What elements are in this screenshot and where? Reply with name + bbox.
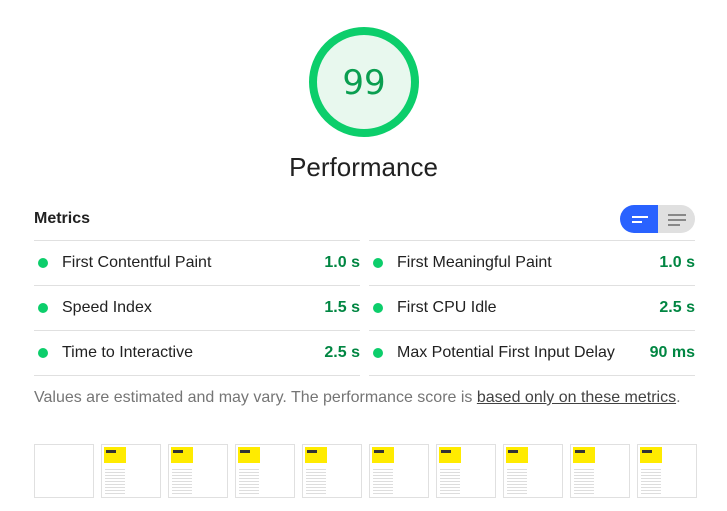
- filmstrip-frame: [503, 444, 563, 498]
- pass-dot-icon: [38, 258, 48, 268]
- metric-value: 1.0 s: [324, 254, 360, 271]
- metrics-link[interactable]: based only on these metrics: [476, 389, 677, 406]
- category-title: Performance: [289, 152, 438, 182]
- metrics-grid: First Contentful Paint 1.0 s First Meanin…: [34, 240, 695, 376]
- metrics-heading: Metrics: [34, 210, 91, 227]
- metric-label: Max Potential First Input Delay: [397, 344, 615, 361]
- metric-value: 1.0 s: [659, 254, 695, 271]
- metric-value: 1.5 s: [324, 299, 360, 316]
- filmstrip-frame: [34, 444, 94, 498]
- metric-label: Time to Interactive: [62, 344, 194, 361]
- list-view-icon[interactable]: [620, 205, 658, 233]
- filmstrip-frame: [235, 444, 295, 498]
- text-view-icon[interactable]: [658, 205, 695, 233]
- metric-label: First CPU Idle: [397, 299, 497, 316]
- pass-dot-icon: [373, 303, 383, 313]
- metric-row: First CPU Idle 2.5 s: [369, 285, 695, 330]
- score-value: 99: [342, 63, 385, 103]
- metric-value: 2.5 s: [659, 299, 695, 316]
- metrics-note: Values are estimated and may vary. The p…: [34, 389, 681, 407]
- metric-label: First Meaningful Paint: [397, 254, 552, 271]
- note-end: .: [676, 389, 681, 406]
- filmstrip-frame: [369, 444, 429, 498]
- metric-row: Time to Interactive 2.5 s: [34, 330, 360, 376]
- note-text: Values are estimated and may vary. The p…: [34, 389, 477, 406]
- metrics-view-toggle[interactable]: [620, 205, 695, 233]
- metric-label: Speed Index: [62, 299, 152, 316]
- metric-value: 90 ms: [649, 344, 695, 361]
- metric-row: First Contentful Paint 1.0 s: [34, 240, 360, 285]
- gauge-arc: [309, 27, 419, 137]
- metric-value: 2.5 s: [324, 344, 360, 361]
- filmstrip-frame: [302, 444, 362, 498]
- pass-dot-icon: [38, 303, 48, 313]
- pass-dot-icon: [38, 348, 48, 358]
- metric-row: Speed Index 1.5 s: [34, 285, 360, 330]
- filmstrip-frame: [436, 444, 496, 498]
- filmstrip-frame: [101, 444, 161, 498]
- pass-dot-icon: [373, 348, 383, 358]
- metric-row: First Meaningful Paint 1.0 s: [369, 240, 695, 285]
- pass-dot-icon: [373, 258, 383, 268]
- metric-row: Max Potential First Input Delay 90 ms: [369, 330, 695, 376]
- filmstrip-frame: [570, 444, 630, 498]
- filmstrip-frame: [168, 444, 228, 498]
- performance-score-gauge: 99: [309, 27, 419, 137]
- metric-label: First Contentful Paint: [62, 254, 212, 271]
- filmstrip: [34, 444, 697, 498]
- filmstrip-frame: [637, 444, 697, 498]
